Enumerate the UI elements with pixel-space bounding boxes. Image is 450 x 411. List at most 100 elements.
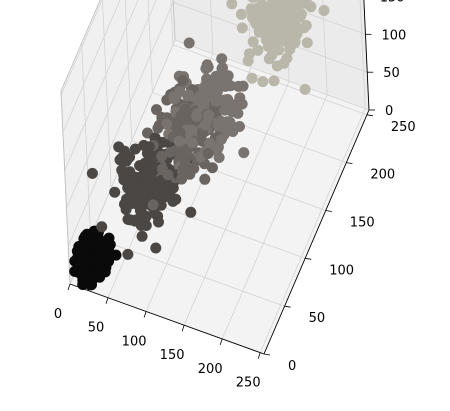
- scatter-point-cluster-2: [147, 199, 159, 211]
- scatter-point-cluster-4: [268, 75, 280, 87]
- scatter-point-cluster-0: [95, 265, 107, 277]
- x-tick-mark: [219, 338, 223, 346]
- scatter-point-cluster-3: [216, 62, 228, 74]
- x-tick-mark: [181, 325, 185, 332]
- scatter-point-cluster-1: [185, 206, 197, 218]
- scatter-point-cluster-1: [136, 230, 148, 242]
- scatter-point-cluster-4: [301, 37, 313, 49]
- scatter-point-cluster-3: [237, 80, 249, 92]
- z-tick-label: 100: [382, 28, 407, 43]
- scatter-point-cluster-1: [122, 248, 134, 260]
- pane-xy: [70, 40, 369, 354]
- scatter-point-cluster-3: [183, 37, 195, 49]
- scatter-point-cluster-4: [257, 76, 269, 88]
- scatter-point-cluster-4: [246, 72, 258, 84]
- y-tick-mark: [325, 210, 332, 212]
- y-tick-mark: [284, 305, 291, 308]
- scatter-point-cluster-2: [177, 75, 189, 87]
- scatter-point-cluster-3: [168, 93, 180, 105]
- x-tick-label: 50: [88, 321, 105, 336]
- tick-labels: 0501001502002500501001502002500501001502…: [54, 0, 416, 391]
- scatter-point-cluster-3: [215, 133, 227, 145]
- scatter-point-cluster-4: [252, 44, 264, 56]
- scatter-point-cluster-1: [150, 242, 162, 254]
- z-axis-line: [363, 0, 370, 111]
- scatter-point-cluster-4: [248, 0, 258, 3]
- scatter-point-cluster-2: [181, 168, 193, 180]
- y-axis-line: [263, 109, 370, 355]
- scatter-point-cluster-2: [202, 148, 214, 160]
- scatter-point-cluster-4: [272, 12, 284, 24]
- x-tick-label: 250: [236, 376, 261, 391]
- pane-edge: [60, 90, 71, 285]
- scatter-point-cluster-0: [79, 255, 91, 267]
- gridline-z-side: [62, 0, 121, 133]
- scatter-point-cluster-3: [225, 80, 237, 92]
- scatter-point-cluster-4: [247, 36, 259, 48]
- scatter-point-cluster-4: [235, 8, 247, 20]
- scatter-point-cluster-2: [175, 110, 187, 122]
- x-tick-label: 200: [198, 362, 223, 377]
- scatter-point-cluster-3: [201, 87, 213, 99]
- y-tick-label: 150: [350, 216, 375, 231]
- scatter-point-cluster-1: [121, 176, 133, 188]
- scatter-point-cluster-1: [119, 198, 131, 210]
- scatter-point-cluster-4: [256, 0, 264, 1]
- scatter-point-cluster-0: [98, 235, 110, 247]
- scatter-point-cluster-4: [273, 44, 285, 56]
- y-tick-mark: [305, 257, 312, 260]
- scatter-point-cluster-3: [225, 119, 237, 131]
- y-tick-label: 0: [288, 359, 296, 374]
- scatter-point-cluster-2: [152, 122, 164, 134]
- y-tick-label: 200: [370, 168, 395, 183]
- scatter-point-cluster-3: [238, 147, 250, 159]
- gridline-z-back: [269, 0, 366, 35]
- scatter-point-cluster-1: [167, 195, 179, 207]
- scatter-point-cluster-4: [236, 22, 248, 34]
- scatter-point-cluster-2: [199, 173, 211, 185]
- y-tick-label: 50: [309, 311, 326, 326]
- scatter-point-cluster-1: [114, 154, 126, 166]
- axis-lines: [67, 0, 375, 359]
- gridline-x-floor: [221, 94, 328, 340]
- scatter-point-cluster-1: [156, 181, 168, 193]
- scatter-point-cluster-4: [226, 0, 238, 10]
- scatter-point-cluster-1: [130, 214, 142, 226]
- scatter-point-cluster-4: [271, 60, 283, 72]
- scatter-point-cluster-4: [305, 1, 317, 13]
- scatter-point-cluster-3: [236, 98, 248, 110]
- gridline-z-side: [60, 0, 103, 95]
- scatter-point-cluster-4: [242, 55, 254, 67]
- gridline-z-back: [174, 39, 370, 111]
- gridline-y-side: [170, 0, 174, 45]
- scatter-point-cluster-3: [216, 53, 228, 65]
- x-tick-mark: [105, 297, 109, 304]
- x-tick-label: 150: [160, 348, 185, 363]
- x-tick-label: 0: [54, 307, 62, 322]
- scatter-point-cluster-3: [199, 119, 211, 131]
- scatter-point-cluster-4: [284, 15, 296, 27]
- scatter-point-cluster-4: [318, 5, 330, 16]
- scatter-point-cluster-4: [300, 19, 312, 31]
- gridline-x-back: [359, 0, 366, 109]
- scatter-point-cluster-3: [213, 152, 225, 164]
- scatter-point-cluster-4: [282, 1, 294, 13]
- scatter-point-cluster-0: [85, 271, 97, 283]
- scatter-point-cluster-3: [203, 109, 215, 121]
- scatter-point-cluster-1: [86, 167, 98, 179]
- scatter-point-cluster-4: [284, 26, 296, 38]
- pane-edge: [172, 0, 176, 41]
- gridline-y-side: [124, 0, 133, 141]
- scatter-point-cluster-1: [109, 186, 121, 198]
- scatter-point-cluster-1: [136, 186, 148, 198]
- gridline-x-back: [322, 0, 328, 95]
- gridline-z-side: [64, 0, 139, 171]
- gridline-y-side: [102, 0, 112, 189]
- scatter-point-cluster-2: [142, 127, 154, 139]
- scatter-point-cluster-3: [183, 89, 195, 101]
- y-tick-mark: [263, 353, 271, 356]
- x-tick-mark: [67, 283, 71, 291]
- scatter-point-cluster-3: [215, 80, 227, 92]
